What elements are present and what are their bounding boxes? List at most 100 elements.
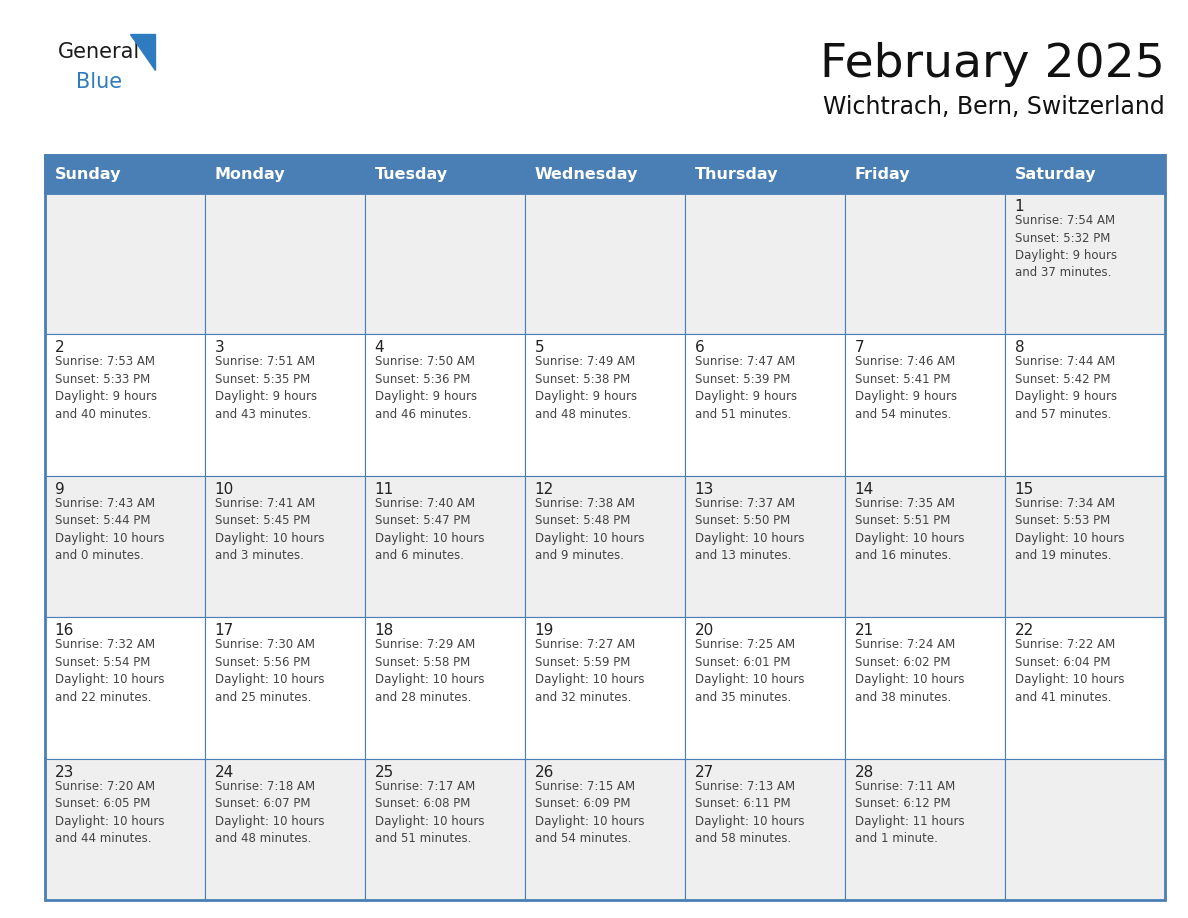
Text: 20: 20 [695, 623, 714, 638]
Bar [45, 476, 206, 617]
Text: Sunset: 5:58 PM: Sunset: 5:58 PM [374, 655, 469, 668]
Text: Daylight: 9 hours: Daylight: 9 hours [854, 390, 956, 403]
Text: Daylight: 10 hours: Daylight: 10 hours [695, 532, 804, 544]
Text: Monday: Monday [215, 166, 285, 182]
Text: Tuesday: Tuesday [374, 166, 448, 182]
Text: Sunrise: 7:43 AM: Sunrise: 7:43 AM [55, 497, 154, 509]
Bar [845, 155, 1005, 193]
Text: Sunrise: 7:35 AM: Sunrise: 7:35 AM [854, 497, 955, 509]
Text: Sunrise: 7:32 AM: Sunrise: 7:32 AM [55, 638, 154, 651]
Text: Sunrise: 7:40 AM: Sunrise: 7:40 AM [374, 497, 475, 509]
Text: Sunset: 5:35 PM: Sunset: 5:35 PM [215, 373, 310, 386]
Text: 27: 27 [695, 765, 714, 779]
Text: 14: 14 [854, 482, 874, 497]
Bar [525, 334, 685, 476]
Bar [45, 617, 206, 758]
Text: Sunrise: 7:53 AM: Sunrise: 7:53 AM [55, 355, 154, 368]
Text: 19: 19 [535, 623, 554, 638]
Text: Daylight: 9 hours: Daylight: 9 hours [1015, 390, 1117, 403]
Text: 13: 13 [695, 482, 714, 497]
Text: 23: 23 [55, 765, 74, 779]
Text: Sunset: 6:04 PM: Sunset: 6:04 PM [1015, 655, 1110, 668]
Text: Sunrise: 7:49 AM: Sunrise: 7:49 AM [535, 355, 634, 368]
Text: Daylight: 9 hours: Daylight: 9 hours [215, 390, 317, 403]
Text: Daylight: 10 hours: Daylight: 10 hours [55, 814, 164, 828]
Text: Daylight: 9 hours: Daylight: 9 hours [1015, 249, 1117, 262]
Text: Sunrise: 7:38 AM: Sunrise: 7:38 AM [535, 497, 634, 509]
Text: Daylight: 9 hours: Daylight: 9 hours [695, 390, 797, 403]
Text: and 58 minutes.: and 58 minutes. [695, 832, 791, 845]
Polygon shape [129, 34, 154, 70]
Bar [685, 193, 845, 334]
Text: Sunset: 5:47 PM: Sunset: 5:47 PM [374, 514, 470, 527]
Text: and 38 minutes.: and 38 minutes. [854, 690, 950, 704]
Text: and 54 minutes.: and 54 minutes. [535, 832, 631, 845]
Text: Friday: Friday [854, 166, 910, 182]
Text: Sunrise: 7:13 AM: Sunrise: 7:13 AM [695, 779, 795, 792]
Text: and 35 minutes.: and 35 minutes. [695, 690, 791, 704]
Text: and 40 minutes.: and 40 minutes. [55, 408, 151, 420]
Text: and 13 minutes.: and 13 minutes. [695, 549, 791, 563]
Text: and 22 minutes.: and 22 minutes. [55, 690, 151, 704]
Bar [1005, 334, 1165, 476]
Bar [206, 758, 365, 900]
Text: and 3 minutes.: and 3 minutes. [215, 549, 303, 563]
Text: 24: 24 [215, 765, 234, 779]
Text: Daylight: 10 hours: Daylight: 10 hours [854, 532, 965, 544]
Text: 1: 1 [1015, 199, 1024, 214]
Bar [45, 155, 206, 193]
Text: Saturday: Saturday [1015, 166, 1097, 182]
Text: Sunset: 5:48 PM: Sunset: 5:48 PM [535, 514, 630, 527]
Bar [365, 617, 525, 758]
Text: and 43 minutes.: and 43 minutes. [215, 408, 311, 420]
Text: Daylight: 11 hours: Daylight: 11 hours [854, 814, 965, 828]
Text: 26: 26 [535, 765, 554, 779]
Bar [525, 476, 685, 617]
Text: 17: 17 [215, 623, 234, 638]
Text: 28: 28 [854, 765, 874, 779]
Text: and 57 minutes.: and 57 minutes. [1015, 408, 1111, 420]
Text: Wichtrach, Bern, Switzerland: Wichtrach, Bern, Switzerland [823, 95, 1165, 119]
Bar [1005, 193, 1165, 334]
Bar [206, 334, 365, 476]
Text: and 48 minutes.: and 48 minutes. [535, 408, 631, 420]
Text: Sunset: 6:07 PM: Sunset: 6:07 PM [215, 797, 310, 810]
Bar [45, 334, 206, 476]
Text: Daylight: 10 hours: Daylight: 10 hours [374, 814, 484, 828]
Bar [685, 758, 845, 900]
Text: Sunset: 5:44 PM: Sunset: 5:44 PM [55, 514, 150, 527]
Text: Daylight: 10 hours: Daylight: 10 hours [535, 532, 644, 544]
Bar [365, 476, 525, 617]
Bar [685, 334, 845, 476]
Bar [845, 193, 1005, 334]
Text: February 2025: February 2025 [820, 42, 1165, 87]
Text: Sunrise: 7:24 AM: Sunrise: 7:24 AM [854, 638, 955, 651]
Text: Daylight: 10 hours: Daylight: 10 hours [535, 814, 644, 828]
Text: Sunrise: 7:27 AM: Sunrise: 7:27 AM [535, 638, 634, 651]
Bar [845, 476, 1005, 617]
Text: Sunset: 5:50 PM: Sunset: 5:50 PM [695, 514, 790, 527]
Text: Sunrise: 7:37 AM: Sunrise: 7:37 AM [695, 497, 795, 509]
Text: Daylight: 10 hours: Daylight: 10 hours [215, 673, 324, 686]
Text: Sunset: 5:36 PM: Sunset: 5:36 PM [374, 373, 470, 386]
Text: Sunset: 5:32 PM: Sunset: 5:32 PM [1015, 231, 1110, 244]
Bar [685, 617, 845, 758]
Text: Sunrise: 7:34 AM: Sunrise: 7:34 AM [1015, 497, 1114, 509]
Text: Daylight: 9 hours: Daylight: 9 hours [55, 390, 157, 403]
Bar [845, 334, 1005, 476]
Text: Blue: Blue [76, 72, 122, 92]
Text: Sunset: 5:45 PM: Sunset: 5:45 PM [215, 514, 310, 527]
Text: 4: 4 [374, 341, 384, 355]
Text: Sunrise: 7:11 AM: Sunrise: 7:11 AM [854, 779, 955, 792]
Bar [365, 334, 525, 476]
Text: Sunset: 6:08 PM: Sunset: 6:08 PM [374, 797, 470, 810]
Text: Daylight: 9 hours: Daylight: 9 hours [374, 390, 476, 403]
Text: Sunrise: 7:22 AM: Sunrise: 7:22 AM [1015, 638, 1114, 651]
Text: 12: 12 [535, 482, 554, 497]
Text: 6: 6 [695, 341, 704, 355]
Text: and 16 minutes.: and 16 minutes. [854, 549, 952, 563]
Text: Daylight: 10 hours: Daylight: 10 hours [374, 532, 484, 544]
Text: 9: 9 [55, 482, 64, 497]
Bar [525, 617, 685, 758]
Text: 3: 3 [215, 341, 225, 355]
